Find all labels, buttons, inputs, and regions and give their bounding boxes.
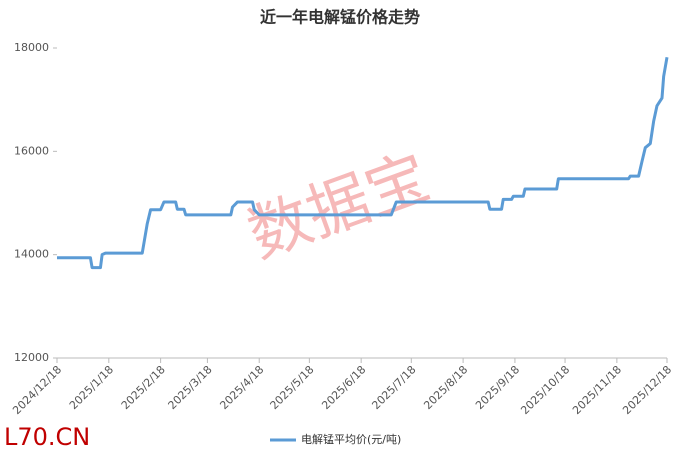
x-tick-label: 2025/6/18 — [319, 363, 368, 412]
x-tick-label: 2025/7/18 — [369, 363, 418, 412]
y-tick-label: 18000 — [14, 41, 49, 54]
watermark: 数据宝 — [239, 140, 439, 272]
x-tick-label: 2025/9/18 — [473, 363, 522, 412]
x-tick-label: 2025/10/18 — [518, 363, 572, 417]
price-line — [57, 57, 669, 270]
x-tick-label: 2025/3/18 — [166, 363, 215, 412]
x-tick-label: 2025/4/18 — [217, 363, 266, 412]
source-label: L70.CN — [4, 423, 90, 451]
y-tick-label: 16000 — [14, 144, 49, 157]
x-tick-label: 2025/1/18 — [67, 363, 116, 412]
x-tick-label: 2025/5/18 — [268, 363, 317, 412]
x-tick-label: 2025/12/18 — [620, 363, 674, 417]
x-tick-label: 2025/2/18 — [119, 363, 168, 412]
x-tick-label: 2025/11/18 — [570, 363, 624, 417]
y-tick-label: 12000 — [14, 351, 49, 364]
chart-title: 近一年电解锰价格走势 — [260, 8, 420, 27]
x-tick-label: 2024/12/18 — [10, 363, 64, 417]
legend-label: 电解锰平均价(元/吨) — [301, 432, 401, 446]
y-tick-label: 14000 — [14, 248, 49, 261]
x-tick-label: 2025/8/18 — [421, 363, 470, 412]
